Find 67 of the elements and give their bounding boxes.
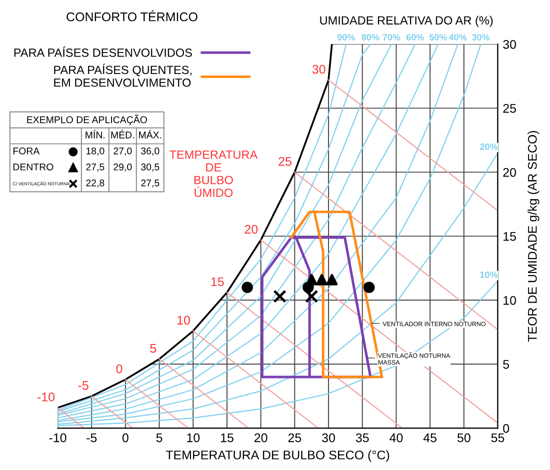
x-tick-label: 55 (491, 433, 504, 442)
x-tick-label: 45 (423, 433, 436, 442)
annotation: MÍN. (86, 130, 105, 138)
x-tick-label: 20 (254, 433, 268, 442)
y-tick-label: 0 (503, 424, 510, 433)
x-tick-label: 35 (356, 433, 369, 442)
point (304, 290, 318, 303)
annotation: 36,0 (141, 148, 160, 156)
series-label: 30 (312, 64, 326, 74)
x-tick-label: 15 (220, 433, 234, 442)
legend-label: PARA PAÍSES QUENTES, EM DESENVOLVIMENTO (54, 64, 192, 87)
y-tick-label: 5 (503, 360, 510, 369)
point (316, 274, 328, 286)
point (242, 282, 253, 294)
annotation: 27,5 (141, 179, 160, 188)
series-label: 10 (177, 316, 190, 325)
x-tick-label: 25 (288, 433, 302, 442)
x-tick-label: 30 (322, 433, 335, 442)
series-label: 5 (150, 344, 156, 353)
annotation: 18,0 (86, 148, 104, 156)
series-label: 60% (406, 34, 424, 40)
annotation: TEMPERATURA DE BULBO ÚMIDO (170, 150, 258, 197)
annotation: 27,5 (86, 164, 104, 172)
x-tick-label: 0 (122, 433, 128, 442)
point (363, 282, 375, 294)
series-label: 50% (429, 34, 447, 40)
x-tick-label: -10 (49, 433, 66, 442)
y-tick-label: 15 (504, 232, 516, 241)
series-label: 20% (480, 144, 498, 150)
y-tick-label: 30 (503, 40, 516, 49)
text: FORA (13, 148, 40, 154)
series-label: 25 (278, 157, 292, 166)
text: UMIDADE RELATIVA DO AR (%) (320, 16, 493, 27)
series-label: 30% (472, 34, 490, 40)
annotation: 22,8 (86, 179, 104, 188)
y-tick-label: 20 (503, 168, 516, 177)
annotation: 27,0 (114, 148, 132, 156)
point (273, 290, 286, 303)
legend-label: PARA PAÍSES DESENVOLVIDOS (14, 46, 192, 57)
series-label: 70% (382, 34, 400, 40)
x-tick-label: -5 (86, 433, 97, 442)
series-label: 20 (244, 224, 258, 234)
x-axis-title: TEMPERATURA DE BULBO SECO (°C) (166, 450, 390, 462)
x-tick-label: 5 (156, 433, 162, 442)
series-label: 90% (337, 34, 355, 40)
series-label: -5 (78, 381, 88, 390)
series-label: 15 (211, 277, 224, 286)
point (306, 274, 318, 286)
annotation: 30,5 (141, 164, 160, 172)
y-tick-label: 10 (504, 296, 516, 305)
annotation: MÁX. (139, 130, 162, 138)
series-label: 80% (362, 34, 380, 40)
annotation: EXEMPLO DE APLICAÇÃO (27, 114, 147, 126)
annotation: MÉD. (111, 130, 134, 138)
series-label: 40% (448, 34, 467, 40)
x-tick-label: 40 (390, 433, 403, 442)
annotation: 29,0 (114, 164, 132, 172)
chart-title: CONFORTO TÉRMICO (66, 10, 198, 22)
legend-label: DENTRO (13, 164, 54, 170)
y-tick-label: 25 (503, 104, 516, 113)
y-axis-title: TEOR DE UMIDADE g/kg (AR SECO) (528, 131, 540, 342)
x-tick-label: 50 (457, 433, 470, 442)
point (326, 274, 338, 286)
series-label: 0 (116, 364, 122, 374)
series-label: 10% (480, 272, 498, 278)
series-label: -10 (38, 392, 55, 402)
x-tick-label: 10 (187, 433, 200, 442)
